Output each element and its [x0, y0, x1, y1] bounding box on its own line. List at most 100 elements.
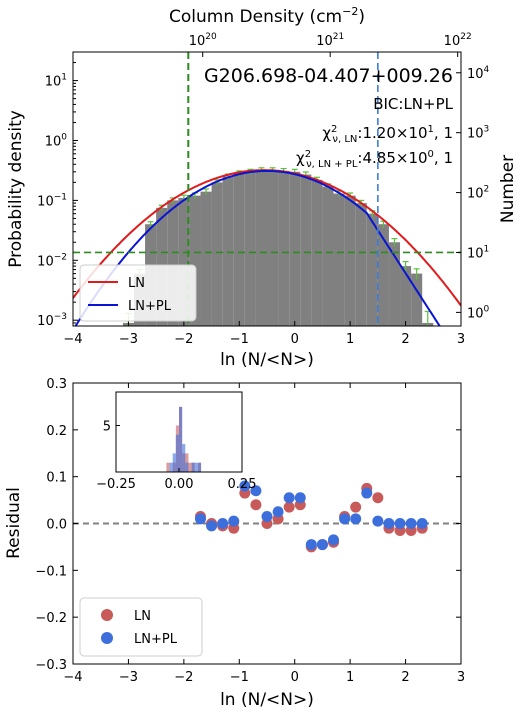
histogram-bar — [355, 203, 367, 326]
residual-histogram-inset: −0.25 0.00 0.25 5 — [96, 391, 256, 492]
histogram-bar — [189, 195, 201, 326]
residual-point-lnpl — [383, 518, 395, 529]
histogram-bar — [167, 200, 179, 326]
residual-point-lnpl — [405, 518, 417, 529]
top-xtick-label: −4 — [63, 332, 82, 347]
top-xlabel: Column Density (cm−2) — [169, 5, 365, 27]
inset-bar-ln — [188, 462, 192, 472]
histogram-bar — [400, 266, 412, 326]
inset-bar-lnpl — [197, 462, 202, 472]
legend-label-ln: LN — [128, 276, 145, 291]
inset-bar-lnpl — [172, 453, 176, 472]
histogram-bar — [178, 197, 190, 326]
top-legend: LN LN+PL — [79, 264, 197, 322]
residual-point-lnpl — [372, 515, 384, 527]
bottom-xtick-label: 3 — [457, 670, 465, 685]
top-ytick-label: 100 — [45, 132, 68, 149]
residual-point-ln — [250, 499, 262, 511]
inset-bar-lnpl — [194, 462, 198, 472]
bic-annotation: BIC:LN+PL — [373, 95, 453, 113]
top-axis-xtick-label: 1021 — [316, 32, 344, 49]
top-legend-box — [79, 264, 197, 322]
residual-point-lnpl — [206, 520, 218, 532]
residual-point-lnpl — [250, 485, 262, 497]
bottom-ytick-label: −0.2 — [35, 611, 67, 626]
inset-xtick-label: 0.00 — [165, 477, 194, 492]
top-xtick-label: 2 — [401, 332, 409, 347]
bottom-xtick-label: −1 — [230, 670, 249, 685]
histogram-bar — [278, 170, 290, 326]
histogram-bar — [333, 193, 345, 326]
residual-point-lnpl — [316, 539, 328, 551]
top-ticks: −4 −3 −2 −1 0 1 2 3 10−3 10−2 10−1 100 101 1020 1021 10… — [37, 32, 489, 347]
histogram-bar — [244, 171, 256, 326]
right-ytick-label: 100 — [467, 304, 490, 321]
bottom-ylabel: Residual — [4, 487, 24, 559]
inset-ticks: −0.25 0.00 0.25 5 — [96, 419, 256, 492]
chi2-ln-annotation: χ2 ν, LN:1.20×101, 1 — [322, 124, 453, 145]
bottom-xlabel: ln (N/<N>) — [220, 690, 314, 710]
histogram-bar — [344, 195, 356, 326]
inset-ytick-label: 5 — [103, 419, 111, 434]
bottom-xtick-label: 1 — [346, 670, 354, 685]
legend-label-lnpl: LN+PL — [128, 299, 172, 314]
top-ytick-label: 10−3 — [37, 312, 67, 329]
residual-point-lnpl — [350, 513, 362, 525]
residual-point-lnpl — [217, 518, 229, 529]
top-xtick-label: −1 — [230, 332, 249, 347]
histogram-bar — [366, 213, 378, 326]
residual-point-lnpl — [283, 492, 295, 504]
lnpl-fit-curve — [74, 170, 441, 326]
histogram-bar — [267, 170, 279, 326]
bottom-ytick-label: 0.3 — [46, 377, 67, 392]
bottom-legend-box — [79, 597, 203, 657]
residual-point-lnpl — [339, 513, 351, 525]
histogram-bar — [211, 182, 223, 326]
inset-bar-ln — [166, 462, 170, 472]
residual-point-lnpl — [416, 518, 428, 529]
top-ytick-label: 101 — [45, 73, 67, 90]
histogram-bar — [411, 273, 423, 326]
bottom-xtick-label: −2 — [174, 670, 193, 685]
top-axis-xtick-label: 1022 — [444, 32, 472, 49]
histogram-bar — [388, 242, 401, 326]
bottom-ytick-label: 0.0 — [46, 518, 67, 533]
bottom-legend: LN LN+PL — [79, 597, 203, 657]
inset-bar-lnpl — [182, 444, 186, 472]
top-xtick-label: −2 — [174, 332, 193, 347]
top-xtick-label: 1 — [346, 332, 354, 347]
inset-plot-area — [166, 406, 202, 472]
residual-point-lnpl — [305, 539, 317, 551]
top-xtick-label: 3 — [457, 332, 465, 347]
residual-point-lnpl — [272, 506, 284, 518]
inset-bar-lnpl — [169, 462, 173, 472]
histogram-bar — [322, 186, 334, 326]
bottom-ticks: −4 −3 −2 −1 0 1 2 3 −0.3 −0.2 −0.1 0.0 0.1 0.2 0.3 — [35, 377, 465, 685]
source-name-annotation: G206.698-04.407+009.26 — [204, 65, 453, 87]
bottom-xtick-label: 2 — [401, 670, 409, 685]
right-ytick-label: 102 — [467, 185, 489, 202]
residual-point-ln — [283, 501, 295, 513]
histogram-bar — [255, 170, 267, 326]
residual-point-lnpl — [328, 534, 340, 546]
top-panel: −4 −3 −2 −1 0 1 2 3 10−3 10−2 10−1 100 101 1020 1021 10… — [6, 5, 518, 370]
residual-point-lnpl — [194, 513, 206, 525]
residual-point-lnpl — [261, 510, 273, 522]
residual-point-lnpl — [228, 515, 240, 527]
top-xtick-label: 0 — [291, 332, 299, 347]
top-ylabel: Probability density — [6, 110, 26, 268]
right-ytick-label: 104 — [467, 65, 490, 82]
bottom-panel: −4 −3 −2 −1 0 1 2 3 −0.3 −0.2 −0.1 0.0 0.1 0.2 0.3 Res… — [4, 377, 465, 710]
inset-xtick-label: −0.25 — [96, 477, 136, 492]
bottom-ytick-label: 0.1 — [46, 471, 67, 486]
inset-xtick-label: 0.25 — [228, 477, 257, 492]
residual-point-lnpl — [294, 492, 306, 504]
top-xtick-label: −3 — [119, 332, 138, 347]
inset-bar-lnpl — [185, 462, 189, 472]
residual-point-lnpl — [361, 487, 373, 499]
top-xlabel-bottom: ln (N/<N>) — [220, 350, 314, 370]
histogram-bar — [222, 176, 234, 326]
top-axes-frame — [72, 51, 462, 327]
residual-point-lnpl — [239, 480, 251, 492]
